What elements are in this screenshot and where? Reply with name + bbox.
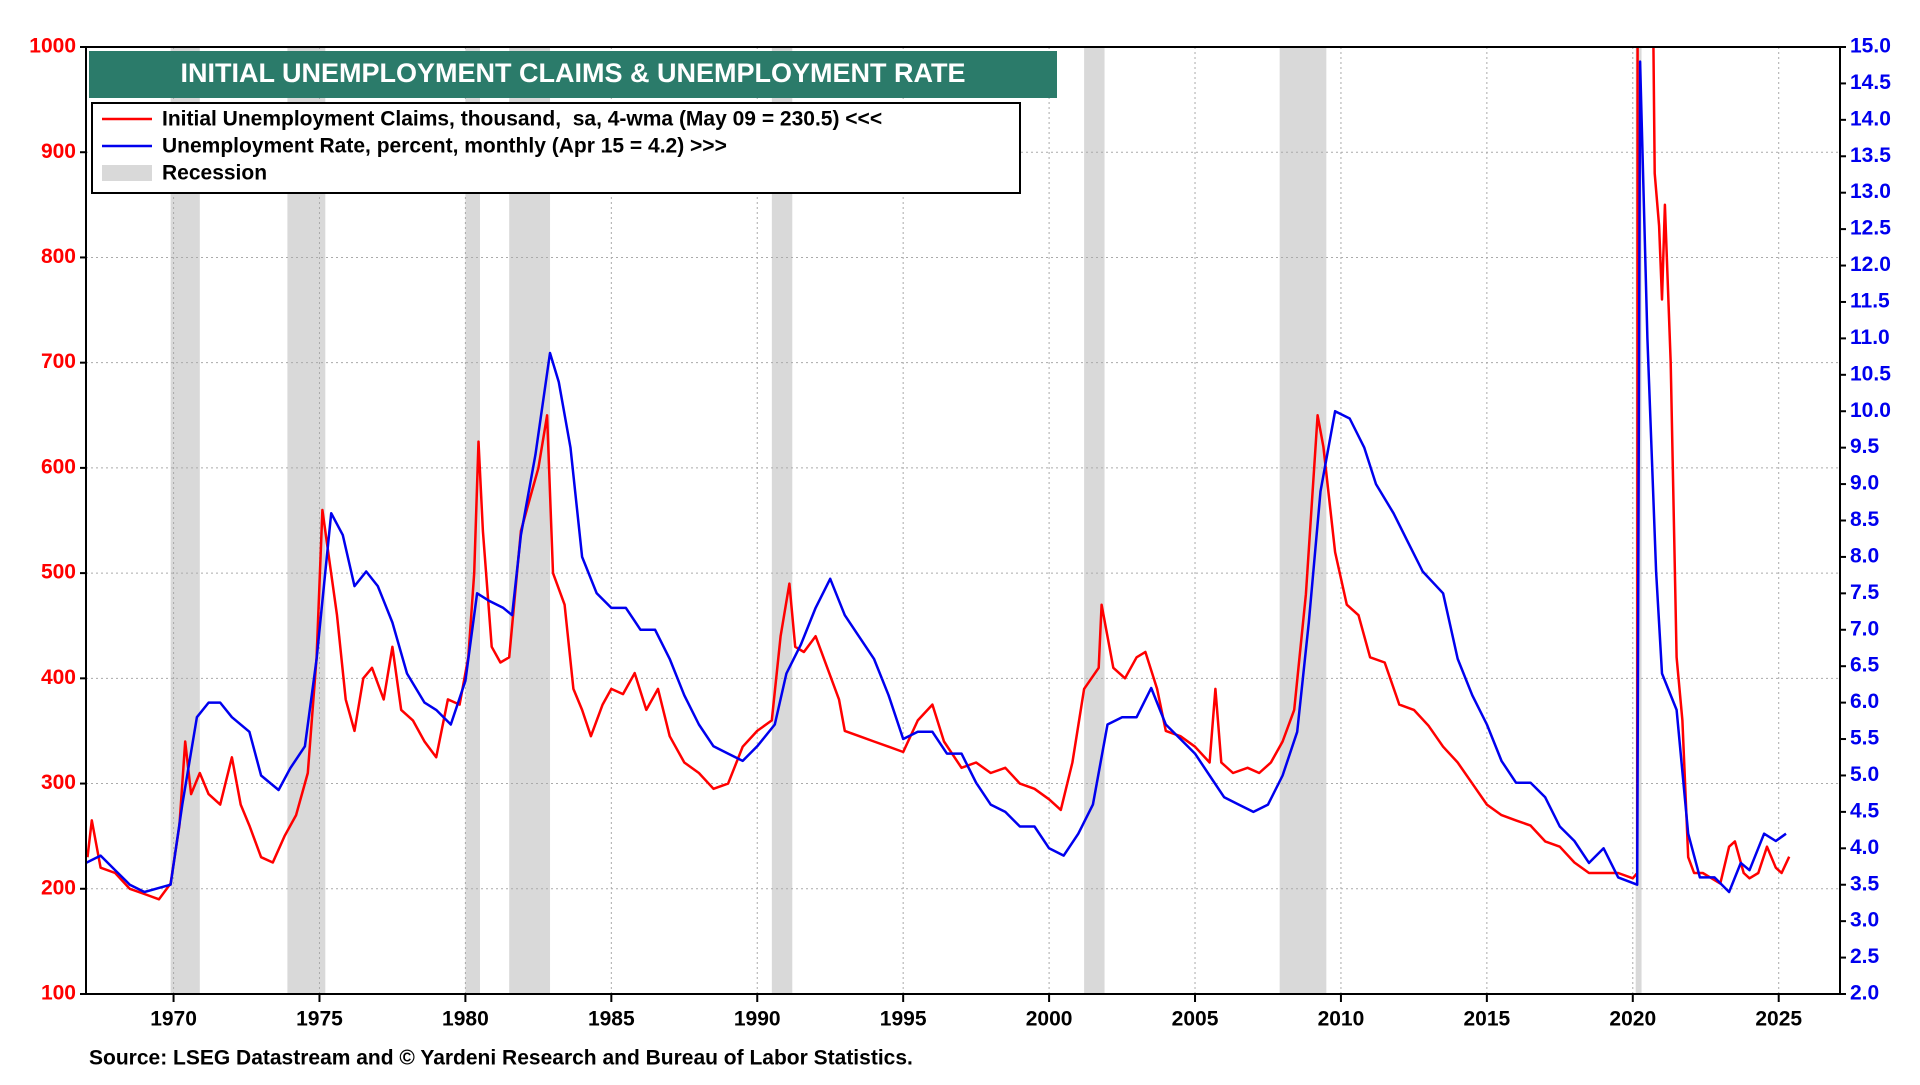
x-tick-label: 1980 (442, 1008, 489, 1031)
y2-tick-label: 10.5 (1850, 362, 1891, 385)
y2-tick-label: 3.5 (1850, 872, 1880, 895)
legend: Initial Unemployment Claims, thousand, s… (91, 102, 1021, 194)
y2-tick-label: 4.0 (1850, 836, 1879, 859)
chart-title: INITIAL UNEMPLOYMENT CLAIMS & UNEMPLOYME… (181, 58, 966, 88)
y-tick-label: 600 (41, 455, 76, 478)
x-tick-label: 1995 (880, 1008, 927, 1031)
y2-tick-label: 9.5 (1850, 435, 1880, 458)
y2-tick-label: 15.0 (1850, 35, 1891, 58)
title-box (89, 51, 1057, 98)
x-tick-label: 1990 (734, 1008, 781, 1031)
y-tick-label: 800 (41, 245, 76, 268)
x-tick-label: 1970 (150, 1008, 197, 1031)
x-tick-label: 1985 (588, 1008, 635, 1031)
y-tick-label: 900 (41, 140, 76, 163)
recession-band (287, 47, 326, 994)
recession-band (1084, 47, 1105, 994)
y2-tick-label: 5.5 (1850, 727, 1880, 750)
y-tick-label: 200 (41, 876, 76, 899)
legend-label: Unemployment Rate, percent, monthly (Apr… (162, 135, 727, 158)
series-line (86, 47, 1791, 901)
y2-tick-label: 12.0 (1850, 253, 1891, 276)
y-tick-label: 300 (41, 771, 76, 794)
y2-tick-label: 13.5 (1850, 144, 1891, 167)
y2-tick-label: 2.5 (1850, 945, 1880, 968)
y-tick-label: 100 (41, 982, 76, 1005)
recession-band (771, 47, 793, 994)
x-tick-label: 1975 (296, 1008, 343, 1031)
y2-tick-label: 5.0 (1850, 763, 1879, 786)
x-tick-label: 2025 (1755, 1008, 1802, 1031)
y2-tick-label: 3.0 (1850, 909, 1879, 932)
recession-band (170, 47, 200, 994)
y2-tick-label: 6.0 (1850, 690, 1879, 713)
recession-band (1279, 47, 1327, 994)
legend-swatch (102, 165, 152, 181)
y-tick-label: 400 (41, 666, 76, 689)
y-tick-label: 500 (41, 561, 76, 584)
y2-tick-label: 12.5 (1850, 217, 1891, 240)
y-tick-label: 700 (41, 350, 76, 373)
recession-band (509, 47, 551, 994)
y2-tick-label: 7.5 (1850, 581, 1880, 604)
x-tick-label: 2020 (1609, 1008, 1656, 1031)
y2-tick-label: 8.0 (1850, 544, 1879, 567)
y2-tick-label: 4.5 (1850, 799, 1880, 822)
source-note: Source: LSEG Datastream and © Yardeni Re… (89, 1047, 913, 1070)
y2-tick-label: 9.0 (1850, 472, 1879, 495)
legend-label: Initial Unemployment Claims, thousand, s… (162, 108, 882, 131)
x-tick-label: 2015 (1464, 1008, 1511, 1031)
y2-tick-label: 14.5 (1850, 71, 1891, 94)
x-tick-label: 2010 (1318, 1008, 1365, 1031)
x-tick-label: 2005 (1172, 1008, 1219, 1031)
y2-tick-label: 10.0 (1850, 399, 1891, 422)
recession-band (465, 47, 480, 994)
y2-tick-label: 7.0 (1850, 617, 1879, 640)
legend-box (91, 102, 1021, 194)
plot-marks (86, 47, 1791, 901)
y2-tick-label: 6.5 (1850, 654, 1880, 677)
x-tick-label: 2000 (1026, 1008, 1073, 1031)
y2-tick-label: 13.0 (1850, 180, 1891, 203)
legend-label: Recession (162, 162, 267, 185)
series-line (86, 60, 1787, 894)
y2-tick-label: 8.5 (1850, 508, 1880, 531)
y2-tick-label: 11.5 (1850, 290, 1890, 313)
y2-tick-label: 14.0 (1850, 107, 1891, 130)
y2-tick-label: 11.0 (1850, 326, 1890, 349)
y2-tick-label: 2.0 (1850, 982, 1879, 1005)
y-tick-label: 1000 (29, 35, 76, 58)
